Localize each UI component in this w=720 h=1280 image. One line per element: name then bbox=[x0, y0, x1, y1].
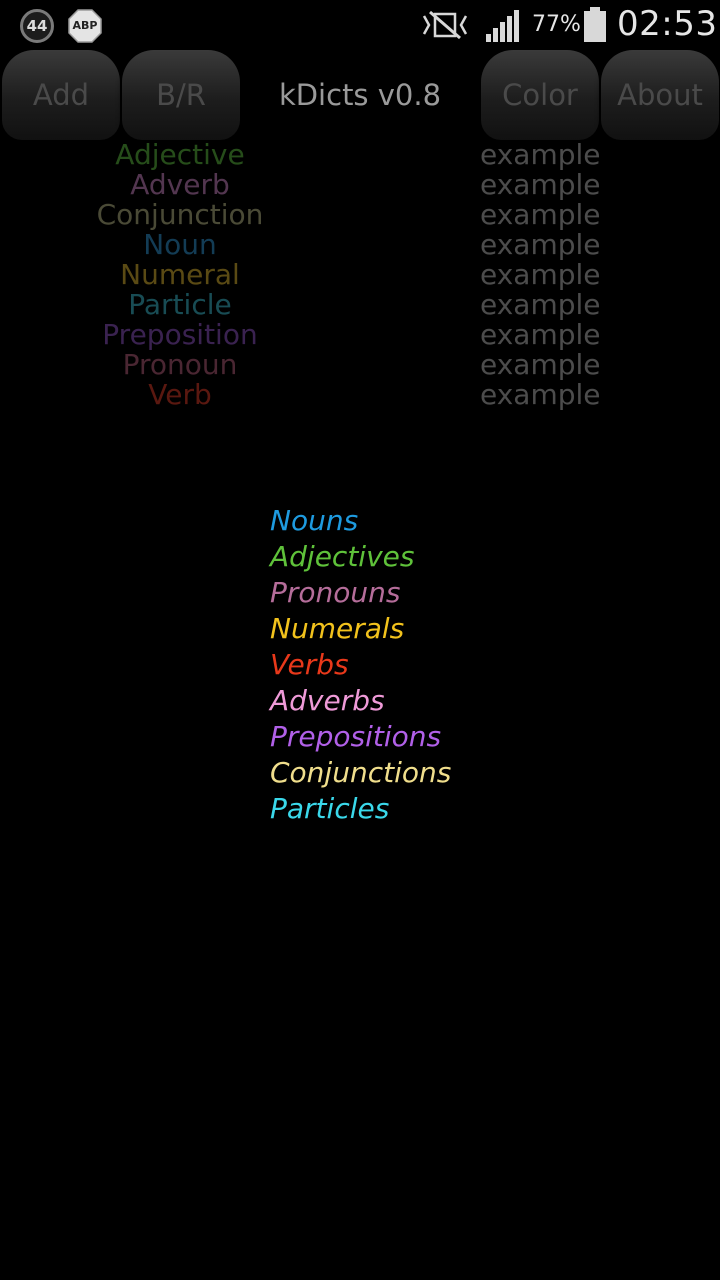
legend-example-label: example bbox=[480, 378, 601, 411]
legend-type-label: Preposition bbox=[102, 318, 258, 351]
legend-row: Preposition example bbox=[0, 320, 720, 350]
legend-type-label: Adjective bbox=[115, 138, 245, 171]
backup-restore-button[interactable]: B/R bbox=[122, 50, 240, 140]
legend-row: Pronoun example bbox=[0, 350, 720, 380]
signal-icon bbox=[484, 8, 520, 44]
legend-type-label: Numeral bbox=[120, 258, 240, 291]
add-button[interactable]: Add bbox=[2, 50, 120, 140]
legend-row: Noun example bbox=[0, 230, 720, 260]
word-type-legend: Adjective example Adverb example Conjunc… bbox=[0, 140, 720, 410]
about-button[interactable]: About bbox=[601, 50, 719, 140]
legend-row: Conjunction example bbox=[0, 200, 720, 230]
legend-example-label: example bbox=[480, 318, 601, 351]
dictionary-item-pronouns[interactable]: Pronouns bbox=[270, 576, 401, 609]
legend-example-label: example bbox=[480, 288, 601, 321]
dictionary-item-prepositions[interactable]: Prepositions bbox=[270, 720, 442, 753]
legend-type-label: Conjunction bbox=[96, 198, 264, 231]
legend-example-label: example bbox=[480, 198, 601, 231]
legend-type-label: Verb bbox=[148, 378, 212, 411]
status-clock: 02:53 bbox=[617, 4, 718, 44]
legend-type-label: Particle bbox=[128, 288, 232, 321]
battery-icon bbox=[583, 7, 607, 43]
legend-type-label: Adverb bbox=[130, 168, 230, 201]
action-bar: Add B/R kDicts v0.8 Color About bbox=[0, 50, 720, 142]
dictionary-item-particles[interactable]: Particles bbox=[270, 792, 390, 825]
legend-example-label: example bbox=[480, 168, 601, 201]
dictionary-item-numerals[interactable]: Numerals bbox=[270, 612, 405, 645]
dictionary-list: Nouns Adjectives Pronouns Numerals Verbs… bbox=[270, 503, 670, 827]
dictionary-item-verbs[interactable]: Verbs bbox=[270, 648, 349, 681]
mute-icon bbox=[420, 10, 470, 40]
legend-row: Numeral example bbox=[0, 260, 720, 290]
dictionary-item-adverbs[interactable]: Adverbs bbox=[270, 684, 385, 717]
legend-row: Adjective example bbox=[0, 140, 720, 170]
legend-example-label: example bbox=[480, 258, 601, 291]
dictionary-item-nouns[interactable]: Nouns bbox=[270, 504, 359, 537]
legend-row: Adverb example bbox=[0, 170, 720, 200]
battery-percent: 77% bbox=[532, 12, 581, 37]
legend-type-label: Noun bbox=[143, 228, 217, 261]
legend-example-label: example bbox=[480, 228, 601, 261]
adblock-label: ABP bbox=[72, 19, 98, 32]
status-bar: 44 ABP 77% 02:53 bbox=[0, 0, 720, 50]
notification-count-icon: 44 bbox=[20, 9, 54, 43]
legend-row: Particle example bbox=[0, 290, 720, 320]
dictionary-item-adjectives[interactable]: Adjectives bbox=[270, 540, 415, 573]
legend-example-label: example bbox=[480, 138, 601, 171]
legend-type-label: Pronoun bbox=[122, 348, 238, 381]
app-title: kDicts v0.8 bbox=[278, 78, 442, 112]
color-button[interactable]: Color bbox=[481, 50, 599, 140]
legend-example-label: example bbox=[480, 348, 601, 381]
adblock-icon: ABP bbox=[68, 9, 102, 43]
legend-row: Verb example bbox=[0, 380, 720, 410]
dictionary-item-conjunctions[interactable]: Conjunctions bbox=[270, 756, 452, 789]
